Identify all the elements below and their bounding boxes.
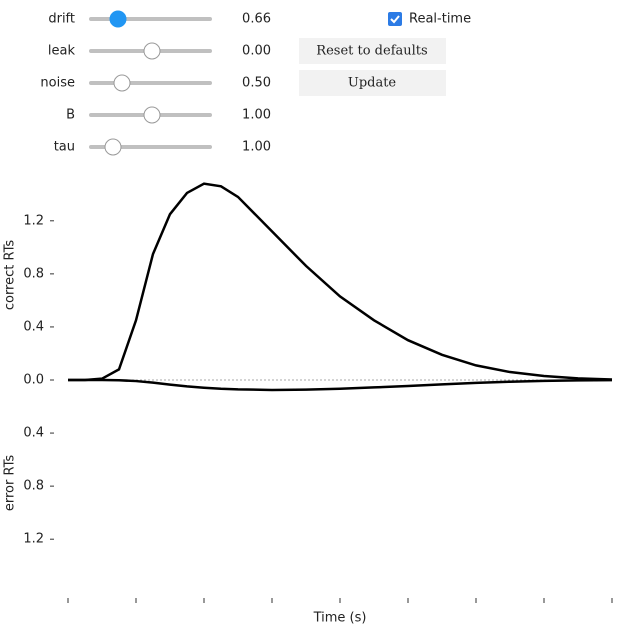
slider-thumb[interactable] <box>104 138 122 156</box>
line <box>68 182 613 382</box>
y-axis-label: correct RTs <box>3 240 18 311</box>
y-tick-label: 0.0 <box>23 373 44 388</box>
slider-value: 0.50 <box>242 76 271 91</box>
slider-thumb[interactable] <box>113 74 131 92</box>
y-tick-label: 0.8 <box>23 266 44 281</box>
line <box>68 378 613 392</box>
slider-thumb[interactable] <box>143 42 161 60</box>
slider-label: tau <box>54 140 75 155</box>
slider-label: leak <box>48 44 76 59</box>
button-label: Reset to defaults <box>316 44 427 59</box>
y-tick-label: 1.2 <box>23 532 44 547</box>
checkbox-label: Real-time <box>409 12 471 27</box>
checkbox[interactable] <box>388 12 402 26</box>
sliders: drift 0.66 leak 0.00 noise 0.50 B 1.00 tau 1.00 <box>40 10 271 156</box>
y-tick-label: 1.2 <box>23 213 44 228</box>
button[interactable] <box>299 38 446 64</box>
slider-value: 1.00 <box>242 140 271 155</box>
slider-label: B <box>66 108 75 123</box>
slider-track <box>89 81 212 85</box>
slider-thumb[interactable] <box>109 10 127 28</box>
slider-track <box>89 17 212 21</box>
slider-value: 1.00 <box>242 108 271 123</box>
slider-label: noise <box>40 76 75 91</box>
y-tick-label: 0.4 <box>23 426 44 441</box>
y-tick-label: 0.8 <box>23 479 44 494</box>
slider-label: drift <box>48 12 75 27</box>
button[interactable] <box>299 70 446 96</box>
slider-value: 0.00 <box>242 44 271 59</box>
x-axis-label: Time (s) <box>313 611 367 626</box>
checkmark <box>390 15 400 24</box>
y-tick-label: 0.4 <box>23 319 44 334</box>
slider-thumb[interactable] <box>143 106 161 124</box>
button-label: Update <box>348 76 397 91</box>
chart: 1.2 0.8 0.4 0.0 0.4 0.8 1.2 Time (s) correct RTs… <box>3 182 613 626</box>
y-axis-label: error RTs <box>3 455 18 511</box>
slider-value: 0.66 <box>242 12 271 27</box>
